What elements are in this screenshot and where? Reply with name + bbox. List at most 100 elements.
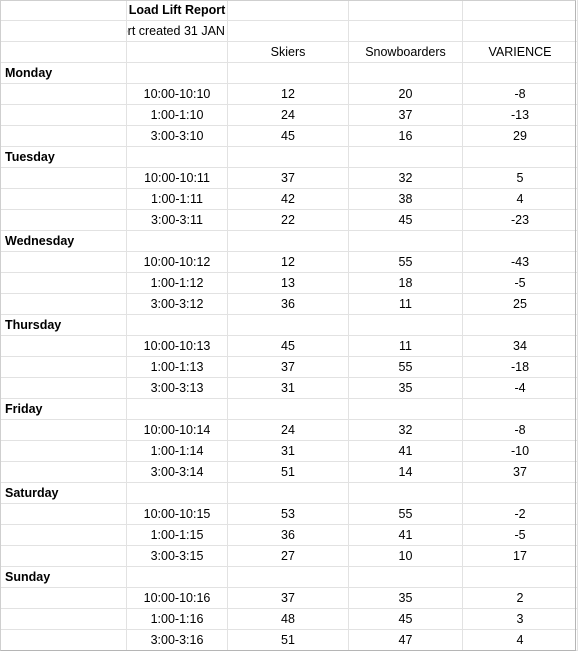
variance-cell[interactable]: 37 <box>463 462 578 483</box>
empty-cell[interactable] <box>463 147 578 168</box>
empty-cell[interactable] <box>0 189 127 210</box>
time-slot-cell[interactable]: 3:00-3:11 <box>127 210 228 231</box>
variance-cell[interactable]: -5 <box>463 525 578 546</box>
snowboarders-count-cell[interactable]: 32 <box>349 168 463 189</box>
empty-cell[interactable] <box>0 84 127 105</box>
empty-cell[interactable] <box>127 231 228 252</box>
time-slot-cell[interactable]: 1:00-1:12 <box>127 273 228 294</box>
time-slot-cell[interactable]: 3:00-3:15 <box>127 546 228 567</box>
skiers-count-cell[interactable]: 22 <box>228 210 349 231</box>
variance-cell[interactable]: -43 <box>463 252 578 273</box>
empty-cell[interactable] <box>0 420 127 441</box>
empty-cell[interactable] <box>349 147 463 168</box>
day-label[interactable]: Sunday <box>0 567 127 588</box>
empty-cell[interactable] <box>228 567 349 588</box>
snowboarders-count-cell[interactable]: 47 <box>349 630 463 651</box>
variance-cell[interactable]: -23 <box>463 210 578 231</box>
snowboarders-count-cell[interactable]: 14 <box>349 462 463 483</box>
time-slot-cell[interactable]: 1:00-1:16 <box>127 609 228 630</box>
snowboarders-count-cell[interactable]: 18 <box>349 273 463 294</box>
variance-cell[interactable]: 29 <box>463 126 578 147</box>
snowboarders-count-cell[interactable]: 35 <box>349 378 463 399</box>
empty-cell[interactable] <box>0 42 127 63</box>
empty-cell[interactable] <box>349 315 463 336</box>
snowboarders-count-cell[interactable]: 45 <box>349 210 463 231</box>
empty-cell[interactable] <box>0 525 127 546</box>
empty-cell[interactable] <box>0 252 127 273</box>
empty-cell[interactable] <box>0 105 127 126</box>
snowboarders-count-cell[interactable]: 11 <box>349 294 463 315</box>
skiers-count-cell[interactable]: 48 <box>228 609 349 630</box>
variance-cell[interactable]: -13 <box>463 105 578 126</box>
time-slot-cell[interactable]: 10:00-10:16 <box>127 588 228 609</box>
time-slot-cell[interactable]: 10:00-10:14 <box>127 420 228 441</box>
header-snowboarders[interactable]: Snowboarders <box>349 42 463 63</box>
skiers-count-cell[interactable]: 51 <box>228 630 349 651</box>
empty-cell[interactable] <box>0 21 127 42</box>
time-slot-cell[interactable]: 3:00-3:10 <box>127 126 228 147</box>
snowboarders-count-cell[interactable]: 55 <box>349 252 463 273</box>
empty-cell[interactable] <box>349 231 463 252</box>
snowboarders-count-cell[interactable]: 20 <box>349 84 463 105</box>
skiers-count-cell[interactable]: 45 <box>228 126 349 147</box>
time-slot-cell[interactable]: 3:00-3:13 <box>127 378 228 399</box>
empty-cell[interactable] <box>0 273 127 294</box>
variance-cell[interactable]: -4 <box>463 378 578 399</box>
empty-cell[interactable] <box>228 0 349 21</box>
snowboarders-count-cell[interactable]: 38 <box>349 189 463 210</box>
skiers-count-cell[interactable]: 37 <box>228 357 349 378</box>
skiers-count-cell[interactable]: 27 <box>228 546 349 567</box>
empty-cell[interactable] <box>228 231 349 252</box>
skiers-count-cell[interactable]: 42 <box>228 189 349 210</box>
time-slot-cell[interactable]: 1:00-1:10 <box>127 105 228 126</box>
empty-cell[interactable] <box>0 210 127 231</box>
snowboarders-count-cell[interactable]: 37 <box>349 105 463 126</box>
skiers-count-cell[interactable]: 13 <box>228 273 349 294</box>
day-label[interactable]: Thursday <box>0 315 127 336</box>
skiers-count-cell[interactable]: 12 <box>228 84 349 105</box>
empty-cell[interactable] <box>349 21 463 42</box>
snowboarders-count-cell[interactable]: 10 <box>349 546 463 567</box>
empty-cell[interactable] <box>349 63 463 84</box>
skiers-count-cell[interactable]: 36 <box>228 294 349 315</box>
skiers-count-cell[interactable]: 31 <box>228 378 349 399</box>
empty-cell[interactable] <box>127 315 228 336</box>
empty-cell[interactable] <box>228 483 349 504</box>
time-slot-cell[interactable]: 1:00-1:15 <box>127 525 228 546</box>
header-skiers[interactable]: Skiers <box>228 42 349 63</box>
time-slot-cell[interactable]: 1:00-1:14 <box>127 441 228 462</box>
empty-cell[interactable] <box>0 126 127 147</box>
empty-cell[interactable] <box>127 147 228 168</box>
empty-cell[interactable] <box>0 588 127 609</box>
skiers-count-cell[interactable]: 24 <box>228 420 349 441</box>
skiers-count-cell[interactable]: 12 <box>228 252 349 273</box>
empty-cell[interactable] <box>0 336 127 357</box>
variance-cell[interactable]: -18 <box>463 357 578 378</box>
day-label[interactable]: Wednesday <box>0 231 127 252</box>
empty-cell[interactable] <box>0 630 127 651</box>
variance-cell[interactable]: 4 <box>463 630 578 651</box>
skiers-count-cell[interactable]: 53 <box>228 504 349 525</box>
variance-cell[interactable]: -5 <box>463 273 578 294</box>
time-slot-cell[interactable]: 3:00-3:16 <box>127 630 228 651</box>
empty-cell[interactable] <box>349 567 463 588</box>
snowboarders-count-cell[interactable]: 16 <box>349 126 463 147</box>
empty-cell[interactable] <box>463 231 578 252</box>
time-slot-cell[interactable]: 10:00-10:12 <box>127 252 228 273</box>
snowboarders-count-cell[interactable]: 35 <box>349 588 463 609</box>
empty-cell[interactable] <box>0 441 127 462</box>
day-label[interactable]: Friday <box>0 399 127 420</box>
snowboarders-count-cell[interactable]: 41 <box>349 525 463 546</box>
empty-cell[interactable] <box>228 399 349 420</box>
empty-cell[interactable] <box>349 399 463 420</box>
variance-cell[interactable]: -8 <box>463 420 578 441</box>
time-slot-cell[interactable]: 3:00-3:12 <box>127 294 228 315</box>
empty-cell[interactable] <box>127 399 228 420</box>
empty-cell[interactable] <box>0 546 127 567</box>
empty-cell[interactable] <box>228 63 349 84</box>
variance-cell[interactable]: -2 <box>463 504 578 525</box>
empty-cell[interactable] <box>0 462 127 483</box>
time-slot-cell[interactable]: 10:00-10:11 <box>127 168 228 189</box>
variance-cell[interactable]: 34 <box>463 336 578 357</box>
snowboarders-count-cell[interactable]: 32 <box>349 420 463 441</box>
